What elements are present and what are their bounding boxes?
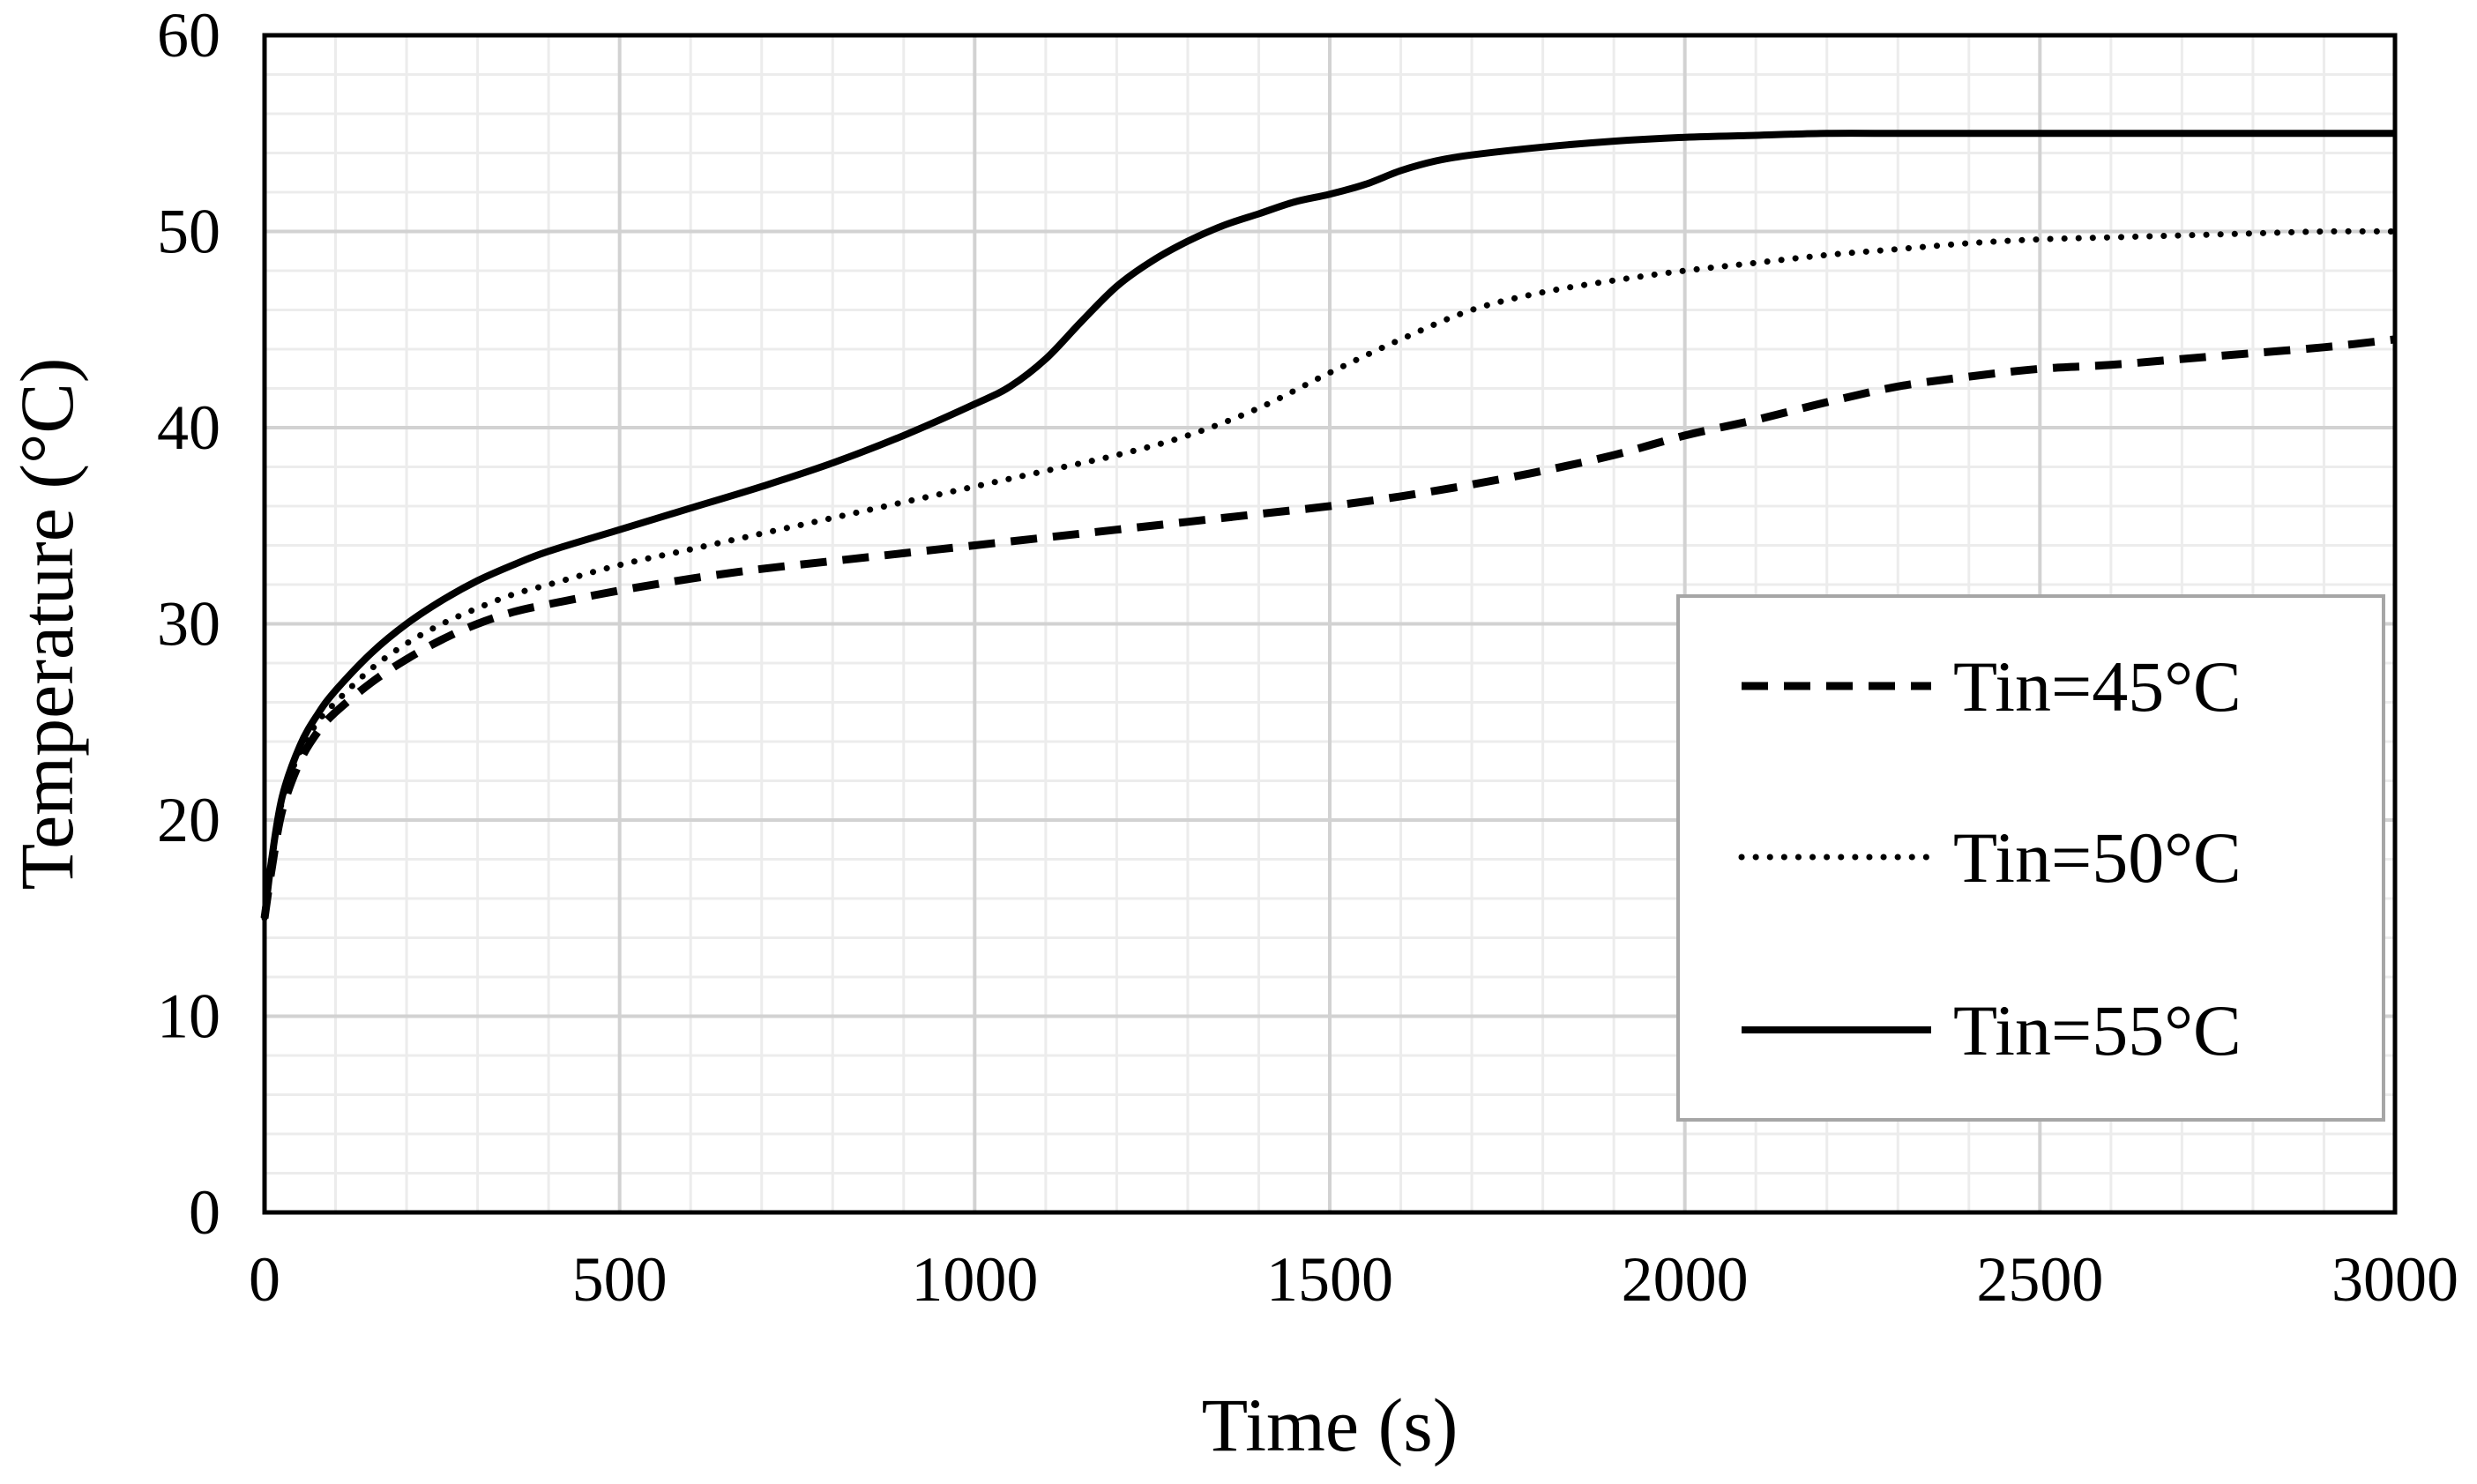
x-tick-label: 1500 xyxy=(1266,1244,1393,1315)
legend-label: Tin=50°C xyxy=(1953,817,2242,898)
y-tick-label: 50 xyxy=(157,197,220,267)
y-axis-tick-labels: 0 10 20 30 40 50 60 xyxy=(157,0,220,1248)
series-line-45 xyxy=(260,335,2396,919)
legend: Tin=45°C Tin=50°C Tin=55°C xyxy=(1676,594,2385,1122)
x-tick-label: 2000 xyxy=(1622,1244,1749,1315)
x-axis-title: Time (s) xyxy=(1202,1383,1459,1467)
x-tick-label: 1000 xyxy=(911,1244,1038,1315)
y-tick-label: 40 xyxy=(157,392,220,463)
legend-label: Tin=45°C xyxy=(1953,646,2242,727)
y-tick-label: 30 xyxy=(157,589,220,660)
y-tick-label: 60 xyxy=(157,0,220,71)
legend-label: Tin=55°C xyxy=(1953,990,2242,1070)
y-tick-label: 0 xyxy=(189,1177,220,1248)
x-axis-tick-labels: 0 500 1000 1500 2000 2500 3000 xyxy=(249,1244,2458,1315)
y-tick-label: 10 xyxy=(157,981,220,1052)
plot-area-frame xyxy=(262,33,2398,1215)
y-tick-label: 20 xyxy=(157,785,220,855)
x-tick-label: 500 xyxy=(572,1244,668,1315)
x-tick-label: 0 xyxy=(249,1244,280,1315)
x-tick-label: 3000 xyxy=(2332,1244,2458,1315)
series-line-50 xyxy=(261,227,2399,921)
series-lines xyxy=(260,130,2399,921)
series-line-55 xyxy=(261,130,2395,919)
x-tick-label: 2500 xyxy=(1976,1244,2103,1315)
y-axis-title: Temperature (°C) xyxy=(4,358,89,891)
